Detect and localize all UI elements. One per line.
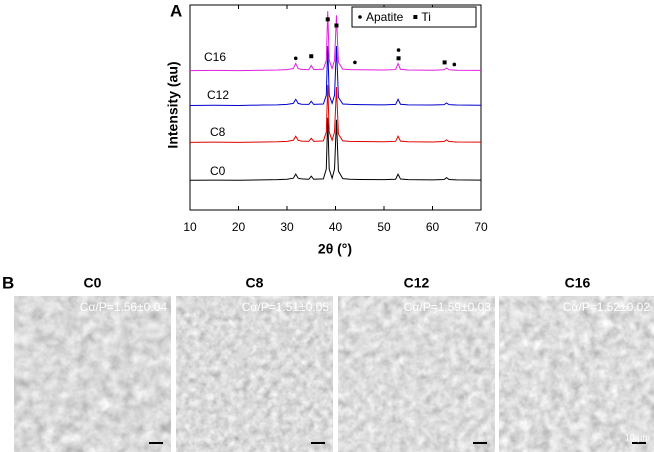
scale-bar-label: 10 µm <box>625 432 650 442</box>
y-axis-title: Intensity (au) <box>165 61 181 148</box>
peak-marker <box>442 60 447 65</box>
xrd-curve <box>189 117 482 181</box>
peak-marker <box>325 17 330 22</box>
sem-image <box>14 296 171 452</box>
ratio-label: Cα/P=1.59±0.03 <box>404 300 492 314</box>
peak-marker <box>309 54 314 59</box>
ratio-label: Cα/P=1.56±0.04 <box>80 300 168 314</box>
legend-label: Apatite <box>366 10 404 24</box>
panel-label: A <box>170 1 182 20</box>
peak-marker <box>334 23 339 28</box>
series-label: C12 <box>207 88 229 102</box>
x-tick-label: 50 <box>377 220 391 234</box>
series-label: C0 <box>210 164 226 178</box>
x-tick-label: 40 <box>329 220 343 234</box>
peak-marker <box>396 48 401 52</box>
image-title: C0 <box>84 275 102 291</box>
series-label: C8 <box>210 125 226 139</box>
peak-marker <box>353 60 357 65</box>
peak-marker <box>396 56 401 61</box>
legend-label: Ti <box>421 10 431 24</box>
panel-label: B <box>2 273 14 292</box>
x-tick-label: 10 <box>183 220 197 234</box>
xrd-curve <box>189 11 482 72</box>
legend-symbol <box>413 15 418 19</box>
x-axis-title: 2θ (°) <box>318 241 352 257</box>
series-label: C16 <box>204 50 226 64</box>
sem-image <box>176 296 333 452</box>
sem-image <box>338 296 495 452</box>
image-title: C8 <box>246 275 264 291</box>
ratio-label: Cα/P=1.52±0.02 <box>563 300 651 314</box>
image-title: C12 <box>404 275 430 291</box>
x-tick-label: 60 <box>426 220 440 234</box>
peak-marker <box>452 62 457 67</box>
image-title: C16 <box>565 275 591 291</box>
x-tick-label: 70 <box>474 220 488 234</box>
x-tick-label: 30 <box>280 220 294 234</box>
xrd-curve <box>189 84 482 143</box>
xrd-curve <box>189 45 482 106</box>
x-tick-label: 20 <box>232 220 246 234</box>
ratio-label: Cα/P=1.51±0.05 <box>242 300 330 314</box>
peak-marker <box>293 56 298 61</box>
legend-symbol <box>358 15 362 19</box>
sem-image <box>499 296 654 452</box>
